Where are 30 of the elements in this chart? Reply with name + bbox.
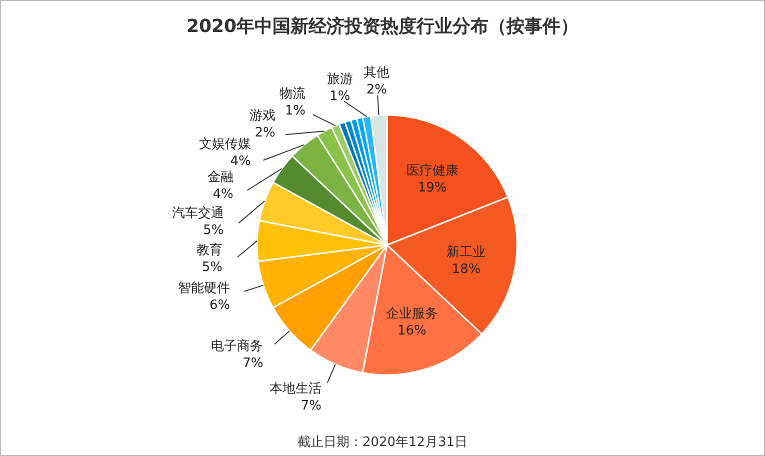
- slice-label: 文娱传媒: [198, 136, 251, 152]
- slice-label: 教育: [196, 242, 223, 258]
- slice-label: 新工业: [446, 245, 486, 260]
- slice-label: 医疗健康: [406, 163, 458, 178]
- slice-label: 其他: [364, 65, 390, 80]
- slice-label: 企业服务: [386, 306, 438, 322]
- text: 截止日期：2020年12月31日: [297, 435, 468, 450]
- slice-label: 旅游: [326, 72, 353, 87]
- data-label: 1%: [284, 104, 306, 119]
- data-label: 5%: [202, 260, 223, 276]
- data-label: 4%: [230, 154, 251, 169]
- slice-label: 物流: [280, 86, 306, 102]
- slice-label: 金融: [207, 170, 234, 185]
- slice-label: 智能硬件: [178, 280, 230, 296]
- data-label: 7%: [242, 356, 264, 372]
- data-label: 1%: [330, 88, 350, 104]
- data-label: 16%: [397, 324, 426, 339]
- data-label: 2%: [254, 126, 276, 141]
- data-label: 4%: [212, 186, 234, 202]
- data-label: 5%: [203, 222, 224, 238]
- chart-title: 2020年中国新经济投资热度行业分布（按事件）: [186, 16, 579, 37]
- slice-label: 游戏: [249, 108, 276, 124]
- data-label: 6%: [209, 298, 230, 313]
- slice-label: 本地生活: [269, 381, 322, 396]
- slice-label: 汽车交通: [172, 204, 224, 221]
- data-label: 19%: [418, 180, 447, 196]
- data-label: 2%: [366, 82, 387, 98]
- data-label: 7%: [300, 398, 322, 414]
- data-label: 18%: [452, 262, 481, 278]
- slice-label: 电子商务: [211, 339, 264, 354]
